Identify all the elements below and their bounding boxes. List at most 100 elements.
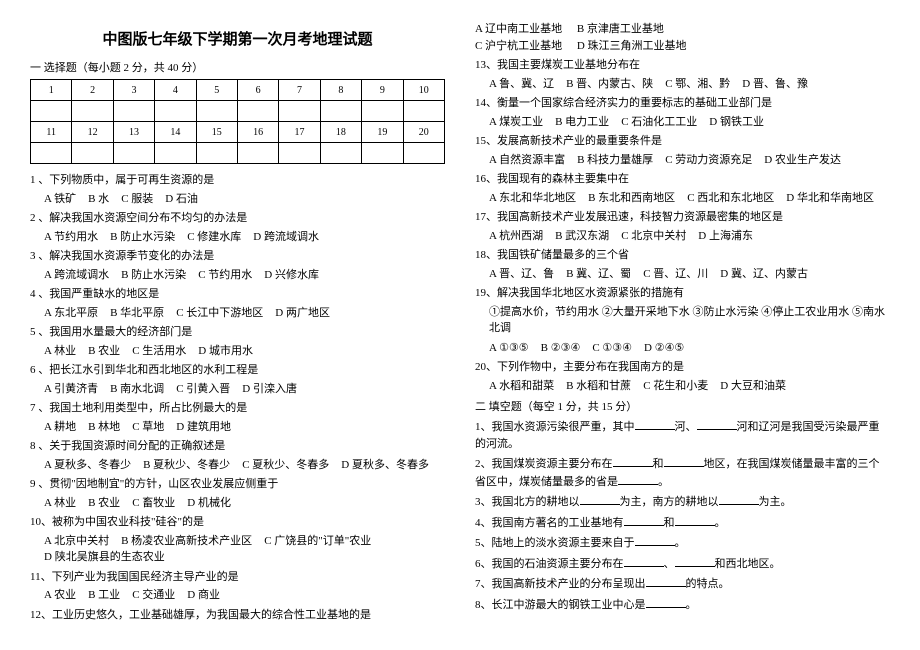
option: B 东北和西南地区 [588, 190, 675, 207]
option: B 科技力量雄厚 [577, 152, 653, 169]
option: A 自然资源丰富 [489, 152, 565, 169]
option: A ①③⑤ [489, 340, 529, 357]
right-questions: 13、我国主要煤炭工业基地分布在A 鲁、冀、辽B 晋、内蒙古、陕C 鄂、湘、黔D… [475, 57, 890, 394]
fill-question: 5、陆地上的淡水资源主要来自于。 [475, 534, 890, 552]
option: B 水稻和甘蔗 [566, 378, 631, 395]
option: C 广饶县的"订单"农业 [264, 533, 371, 550]
question: 2 、解决我国水资源空间分布不均匀的办法是 [30, 210, 445, 227]
option: B 晋、内蒙古、陕 [566, 76, 653, 93]
option: A 林业 [44, 343, 76, 360]
option: C 草地 [132, 419, 164, 436]
option: C 畜牧业 [132, 495, 175, 512]
option: C 西北和东北地区 [687, 190, 774, 207]
option: C 夏秋少、冬春多 [242, 457, 329, 474]
blank[interactable] [675, 514, 715, 526]
question-options: A 农业B 工业C 交通业D 商业 [44, 587, 445, 604]
option: D 机械化 [187, 495, 231, 512]
question-options: A 自然资源丰富B 科技力量雄厚C 劳动力资源充足D 农业生产发达 [489, 152, 890, 169]
option: D 陕北吴旗县的生态农业 [44, 549, 165, 566]
question: 12、工业历史悠久，工业基础雄厚，为我国最大的综合性工业基地的是 [30, 607, 445, 624]
question-options: A 铁矿B 水C 服装D 石油 [44, 191, 445, 208]
question: 17、我国高新技术产业发展迅速，科技智力资源最密集的地区是 [475, 209, 890, 226]
question: 13、我国主要煤炭工业基地分布在 [475, 57, 890, 74]
option: B 冀、辽、蜀 [566, 266, 631, 283]
blank[interactable] [675, 555, 715, 567]
blank[interactable] [664, 455, 704, 467]
blank[interactable] [580, 493, 620, 505]
question-options: A 水稻和甜菜B 水稻和甘蔗C 花生和小麦D 大豆和油菜 [489, 378, 890, 395]
answer-grid: 12345678910 11121314151617181920 [30, 79, 445, 164]
question: 20、下列作物中，主要分布在我国南方的是 [475, 359, 890, 376]
blank[interactable] [697, 418, 737, 430]
option: C 引黄入晋 [176, 381, 230, 398]
question-options: A 鲁、冀、辽B 晋、内蒙古、陕C 鄂、湘、黔D 晋、鲁、豫 [489, 76, 890, 93]
blank[interactable] [613, 455, 653, 467]
question: 14、衡量一个国家综合经济实力的重要标志的基础工业部门是 [475, 95, 890, 112]
section-a-head: 一 选择题（每小题 2 分，共 40 分） [30, 59, 445, 75]
grid-row-1-ans [31, 101, 445, 122]
option: C 修建水库 [187, 229, 241, 246]
option: C 晋、辽、川 [643, 266, 708, 283]
option: A 夏秋多、冬春少 [44, 457, 131, 474]
option: D ②④⑤ [644, 340, 684, 357]
option: B 电力工业 [555, 114, 609, 131]
option: B 工业 [88, 587, 120, 604]
option: C 花生和小麦 [643, 378, 708, 395]
option: C 服装 [121, 191, 153, 208]
question: 18、我国铁矿储量最多的三个省 [475, 247, 890, 264]
option: A 农业 [44, 587, 76, 604]
option: A 东北平原 [44, 305, 98, 322]
question: 11、下列产业为我国国民经济主导产业的是 [30, 569, 445, 586]
option: A 晋、辽、鲁 [489, 266, 554, 283]
question-options: A 东北和华北地区B 东北和西南地区C 西北和东北地区D 华北和华南地区 [489, 190, 890, 207]
option: A 跨流域调水 [44, 267, 109, 284]
option: D 两广地区 [275, 305, 330, 322]
option: B 南水北调 [110, 381, 164, 398]
option: C 北京中关村 [621, 228, 686, 245]
option: D 建筑用地 [176, 419, 231, 436]
question: 19、解决我国华北地区水资源紧张的措施有 [475, 285, 890, 302]
option: C 生活用水 [132, 343, 186, 360]
page-title: 中图版七年级下学期第一次月考地理试题 [30, 28, 445, 49]
fill-question: 8、长江中游最大的钢铁工业中心是。 [475, 596, 890, 614]
option: D 晋、鲁、豫 [742, 76, 808, 93]
blank[interactable] [618, 473, 658, 485]
question: 3 、解决我国水资源季节变化的办法是 [30, 248, 445, 265]
option: B 杨凌农业高新技术产业区 [121, 533, 252, 550]
option: A 煤炭工业 [489, 114, 543, 131]
question-options: A 引黄济青B 南水北调C 引黄入晋D 引滦入唐 [44, 381, 445, 398]
option: A 林业 [44, 495, 76, 512]
question: 15、发展高新技术产业的最重要条件是 [475, 133, 890, 150]
fill-question: 1、我国水资源污染很严重，其中河、河和辽河是我国受污染最严重的河流。 [475, 418, 890, 452]
option: D 石油 [165, 191, 198, 208]
option: A 引黄济青 [44, 381, 98, 398]
option: D 跨流域调水 [253, 229, 319, 246]
option: D 夏秋多、冬春多 [341, 457, 429, 474]
blank[interactable] [646, 575, 686, 587]
right-column: A 辽中南工业基地 B 京津唐工业基地 C 沪宁杭工业基地 D 珠江三角洲工业基… [475, 20, 890, 625]
option: D 大豆和油菜 [720, 378, 786, 395]
question-options: A 煤炭工业B 电力工业C 石油化工工业D 钢铁工业 [489, 114, 890, 131]
blank[interactable] [624, 514, 664, 526]
question-options: A 杭州西湖B 武汉东湖C 北京中关村D 上海浦东 [489, 228, 890, 245]
option: A 杭州西湖 [489, 228, 543, 245]
q12-opts: A 辽中南工业基地 B 京津唐工业基地 C 沪宁杭工业基地 D 珠江三角洲工业基… [475, 21, 890, 54]
question: 10、被称为中国农业科技"硅谷"的是 [30, 514, 445, 531]
question-options: A 林业B 农业C 生活用水D 城市用水 [44, 343, 445, 360]
option: B 农业 [88, 343, 120, 360]
option: B 武汉东湖 [555, 228, 609, 245]
blank[interactable] [719, 493, 759, 505]
fill-question: 2、我国煤炭资源主要分布在和地区，在我国煤炭储量最丰富的三个省区中，煤炭储量最多… [475, 455, 890, 490]
blank[interactable] [635, 534, 675, 546]
option: B 夏秋少、冬春少 [143, 457, 230, 474]
question: 7 、我国土地利用类型中，所占比例最大的是 [30, 400, 445, 417]
blank[interactable] [635, 418, 675, 430]
option: B 华北平原 [110, 305, 164, 322]
blank[interactable] [646, 596, 686, 608]
grid-row-1-nums: 12345678910 [31, 80, 445, 101]
option: A 鲁、冀、辽 [489, 76, 554, 93]
question-options: A 夏秋多、冬春少 B 夏秋少、冬春少 C 夏秋少、冬春多 D 夏秋多、冬春多 [44, 457, 445, 474]
fill-question: 3、我国北方的耕地以为主，南方的耕地以为主。 [475, 493, 890, 511]
option: B 防止水污染 [110, 229, 175, 246]
blank[interactable] [624, 555, 664, 567]
